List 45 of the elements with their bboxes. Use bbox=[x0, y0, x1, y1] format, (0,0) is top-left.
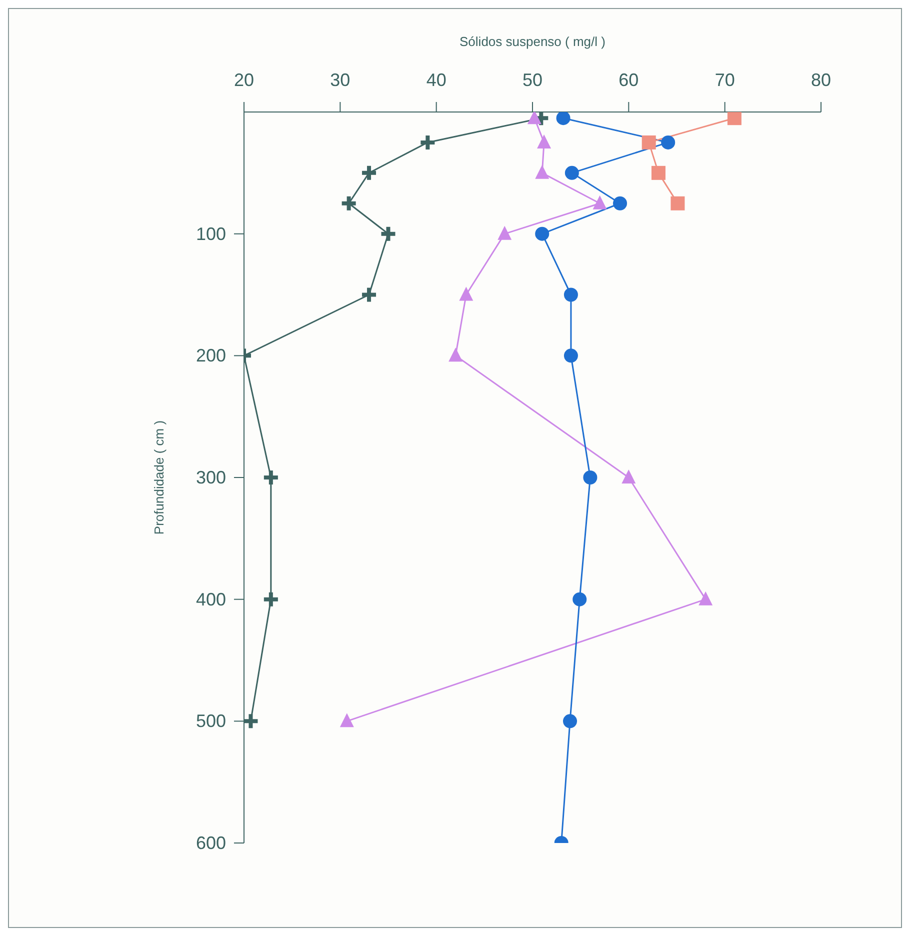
point bbox=[537, 134, 552, 148]
point bbox=[498, 226, 512, 240]
x-tick-label: 60 bbox=[618, 70, 639, 90]
point bbox=[564, 348, 578, 363]
point bbox=[360, 286, 378, 304]
point bbox=[527, 112, 542, 124]
point bbox=[535, 164, 550, 179]
point bbox=[651, 166, 666, 180]
point bbox=[572, 592, 587, 606]
y-tick-label: 500 bbox=[196, 711, 226, 732]
x-tick-label: 20 bbox=[234, 70, 254, 90]
x-tick-label: 80 bbox=[810, 70, 832, 90]
point bbox=[379, 224, 398, 243]
x-tick-label: 70 bbox=[714, 70, 735, 90]
point bbox=[592, 195, 607, 210]
point bbox=[262, 590, 280, 608]
y-tick-label: 100 bbox=[196, 224, 226, 244]
point bbox=[360, 164, 378, 182]
y-tick-label: 400 bbox=[196, 589, 226, 610]
x-tick-label: 30 bbox=[330, 70, 350, 90]
point bbox=[583, 470, 598, 484]
point bbox=[613, 196, 628, 210]
y-tick-label: 300 bbox=[196, 468, 226, 488]
point bbox=[670, 196, 685, 210]
point bbox=[727, 112, 742, 126]
point bbox=[564, 288, 578, 302]
point bbox=[564, 166, 579, 180]
y-axis-title: Profundidade ( cm ) bbox=[152, 420, 167, 535]
x-tick-label: 40 bbox=[426, 70, 446, 90]
point bbox=[556, 112, 570, 126]
point bbox=[535, 226, 550, 241]
point bbox=[563, 714, 578, 728]
point bbox=[340, 194, 358, 212]
x-tick-label: 50 bbox=[522, 70, 543, 90]
point bbox=[622, 470, 636, 484]
point bbox=[262, 468, 280, 486]
point bbox=[448, 348, 463, 362]
point bbox=[642, 135, 656, 150]
point bbox=[661, 135, 676, 150]
point bbox=[698, 591, 713, 606]
point bbox=[340, 713, 354, 728]
x-axis-title: Sólidos suspenso ( mg/l ) bbox=[460, 34, 606, 50]
y-tick-label: 200 bbox=[196, 346, 226, 366]
y-tick-label: 600 bbox=[196, 833, 226, 853]
point bbox=[459, 286, 474, 301]
